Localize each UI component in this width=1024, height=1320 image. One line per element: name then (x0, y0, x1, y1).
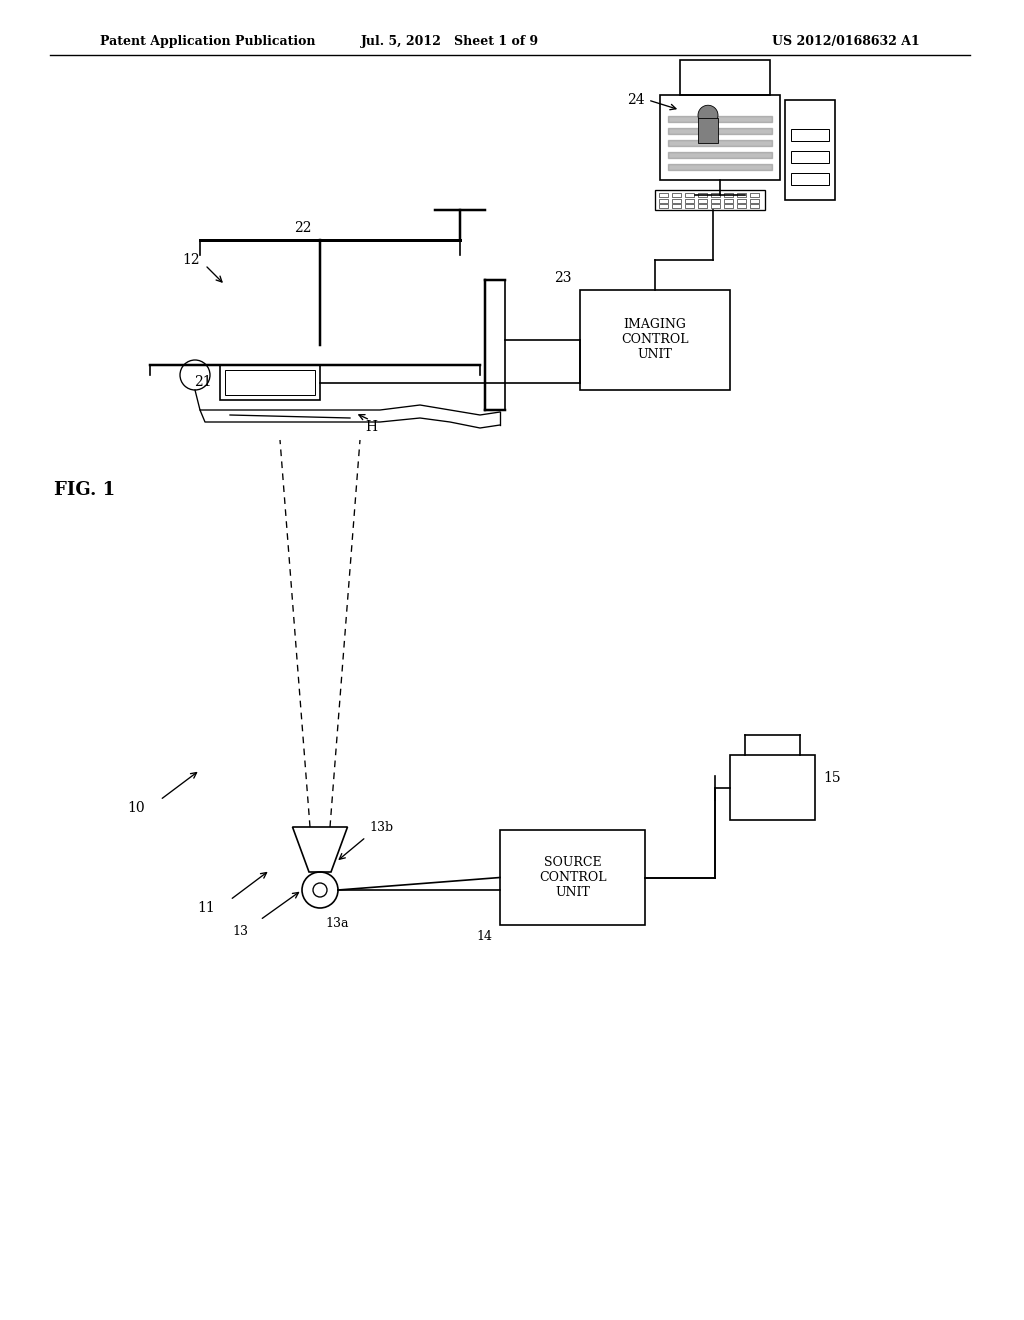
Text: 13: 13 (232, 925, 248, 939)
Text: SOURCE
CONTROL
UNIT: SOURCE CONTROL UNIT (539, 855, 606, 899)
Text: 12: 12 (182, 253, 200, 267)
Text: 11: 11 (198, 902, 215, 915)
Text: Patent Application Publication: Patent Application Publication (100, 36, 315, 48)
Text: 13a: 13a (325, 917, 348, 931)
Text: 15: 15 (823, 771, 841, 784)
Text: Jul. 5, 2012   Sheet 1 of 9: Jul. 5, 2012 Sheet 1 of 9 (360, 36, 539, 48)
Text: IMAGING
CONTROL
UNIT: IMAGING CONTROL UNIT (622, 318, 689, 362)
Text: 24: 24 (628, 92, 645, 107)
Text: H: H (365, 420, 377, 434)
FancyBboxPatch shape (698, 119, 718, 144)
Text: FIG. 1: FIG. 1 (54, 480, 116, 499)
Text: 13b: 13b (369, 821, 393, 834)
Text: 10: 10 (127, 801, 145, 814)
Text: US 2012/0168632 A1: US 2012/0168632 A1 (772, 36, 920, 48)
Text: 22: 22 (295, 220, 312, 235)
Circle shape (698, 106, 718, 125)
Text: 23: 23 (555, 271, 572, 285)
Text: 14: 14 (476, 931, 492, 942)
Text: 21: 21 (195, 375, 212, 389)
